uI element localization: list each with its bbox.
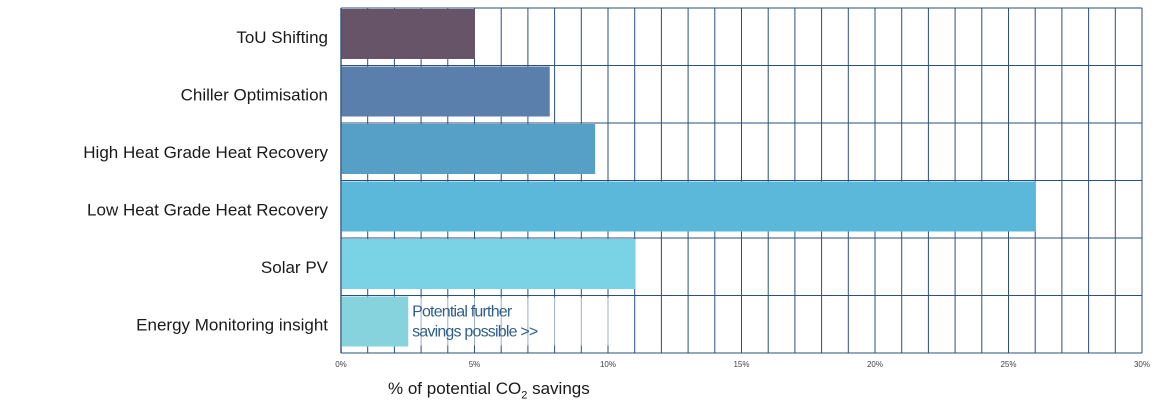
x-axis-label: % of potential CO2 savings [388, 379, 590, 402]
annotation-text: savings possible >> [412, 324, 538, 341]
bar-layer [341, 9, 1036, 347]
x-tick-label: 20% [867, 360, 883, 369]
category-label: Solar PV [261, 258, 329, 277]
bar [341, 124, 596, 174]
bar [341, 239, 636, 289]
x-tick-label: 25% [1000, 360, 1016, 369]
x-tick-label: 15% [733, 360, 749, 369]
x-tick-label: 5% [469, 360, 481, 369]
category-label: Low Heat Grade Heat Recovery [87, 200, 328, 219]
annotation-text: Potential further [412, 304, 513, 321]
bar [341, 181, 1036, 232]
category-label: High Heat Grade Heat Recovery [83, 143, 328, 162]
x-tick-label: 10% [600, 360, 616, 369]
category-labels: ToU Shifting Chiller Optimisation High Hea… [83, 28, 328, 335]
x-tick-label: 0% [335, 360, 347, 369]
bar [341, 9, 475, 59]
category-label: Chiller Optimisation [181, 85, 328, 104]
x-tick-label: 30% [1134, 360, 1150, 369]
bar [341, 66, 550, 117]
grid-layer [340, 7, 1143, 354]
category-label: Energy Monitoring insight [136, 315, 328, 334]
annotation: Potential further savings possible >> [409, 297, 620, 346]
x-tick-labels: 0% 5% 10% 15% 20% 25% 30% [335, 360, 1150, 369]
annotation-backdrop [409, 297, 620, 346]
bar [341, 296, 409, 347]
category-label: ToU Shifting [236, 28, 328, 47]
